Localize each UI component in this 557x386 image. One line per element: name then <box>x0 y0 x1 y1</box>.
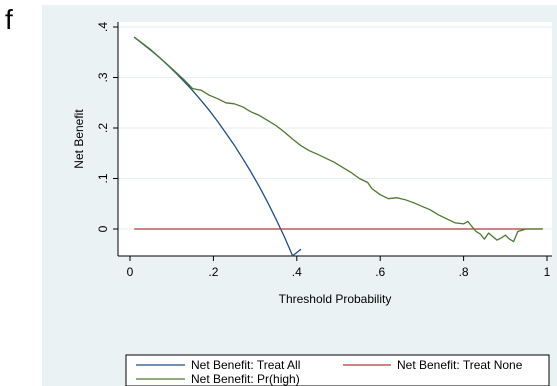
x-tick-label: .6 <box>375 265 385 279</box>
y-axis-label: Net Benefit <box>72 109 86 169</box>
legend-box <box>125 354 550 386</box>
legend-label: Net Benefit: Pr(high) <box>191 372 300 386</box>
axes: 0 .1 .2 .3 .4 0 .2 .4 .6 .8 1 <box>96 22 552 279</box>
x-tick-label: 1 <box>544 265 551 279</box>
legend: Net Benefit: Treat All Net Benefit: Treat… <box>125 354 550 386</box>
y-tick-label: .4 <box>96 22 110 32</box>
y-tick-label: .2 <box>96 123 110 133</box>
legend-label: Net Benefit: Treat All <box>191 358 300 372</box>
x-tick-label: .2 <box>208 265 218 279</box>
series-pr-high <box>133 36 543 243</box>
panel-label: f <box>5 4 13 35</box>
y-tick-label: .1 <box>96 173 110 183</box>
x-tick-label: .8 <box>459 265 469 279</box>
x-tick-label: 0 <box>127 265 134 279</box>
y-tick-label: 0 <box>96 225 110 232</box>
y-tick-label: .3 <box>96 72 110 82</box>
legend-label: Net Benefit: Treat None <box>397 358 523 372</box>
x-axis-label: Threshold Probability <box>279 292 392 306</box>
x-tick-label: .4 <box>292 265 302 279</box>
series <box>133 36 543 257</box>
plot-area <box>118 22 552 256</box>
